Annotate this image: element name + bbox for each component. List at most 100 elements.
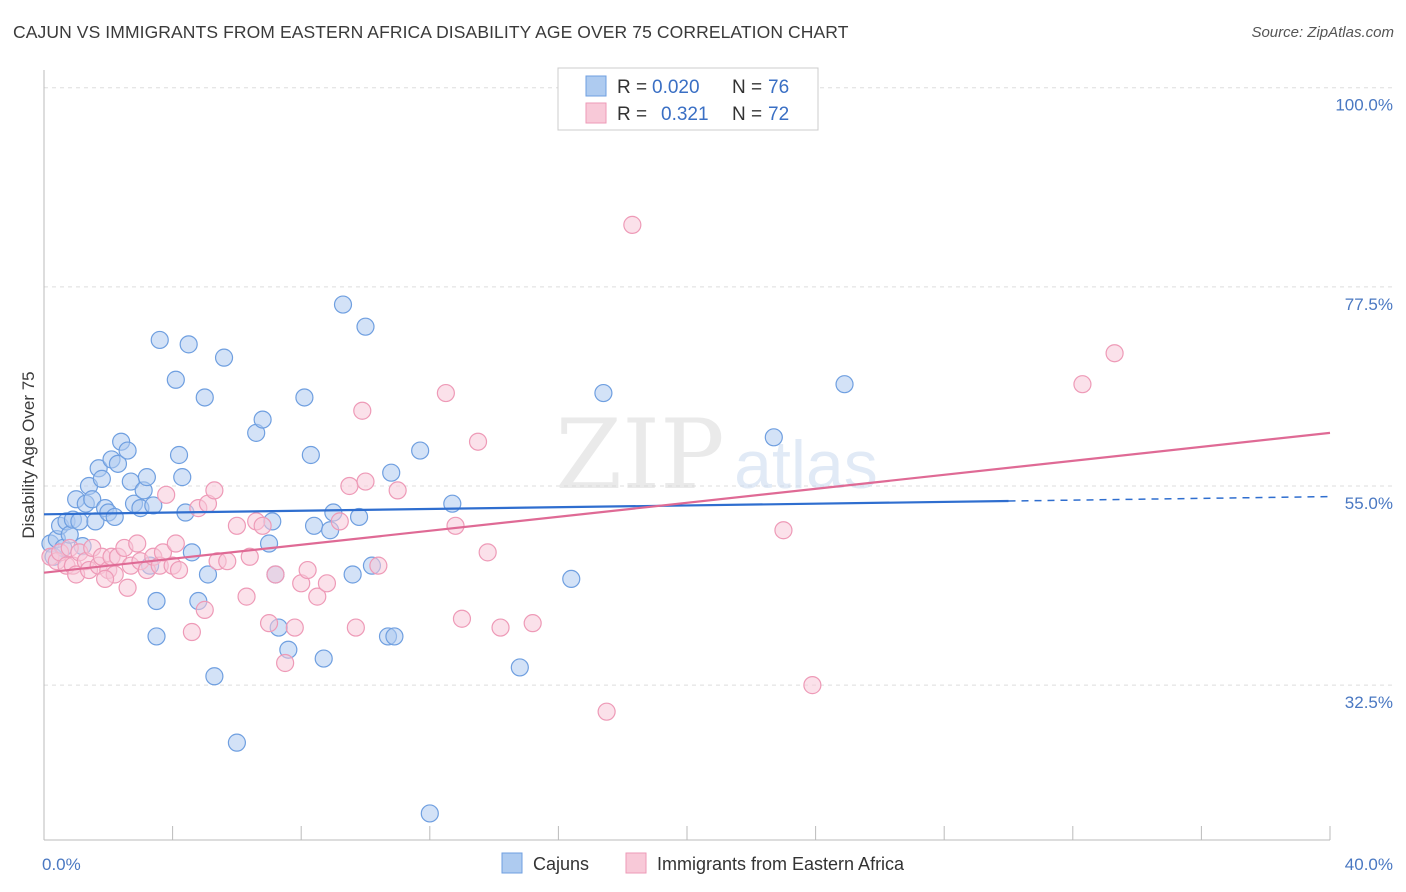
cajun-point-30 bbox=[144, 496, 163, 515]
immigrant-point-29 bbox=[182, 622, 201, 642]
cajun-point-42 bbox=[198, 565, 218, 584]
immigrant-point-45 bbox=[298, 560, 317, 580]
immigrant-point-40 bbox=[259, 614, 279, 633]
y-tick-label-1: 55.0% bbox=[1345, 494, 1393, 513]
stats-legend: R = 0.020 N = 76 R = 0.321 N = 72 bbox=[557, 67, 819, 131]
cajun-point-31 bbox=[147, 591, 166, 611]
axes bbox=[43, 70, 1331, 841]
cajun-point-33 bbox=[150, 330, 169, 350]
immigrant-point-66 bbox=[95, 569, 115, 589]
immigrant-point-31 bbox=[195, 600, 214, 619]
cajun-point-62 bbox=[356, 317, 375, 336]
cajun-point-74 bbox=[835, 375, 854, 394]
chart-title: CAJUN VS IMMIGRANTS FROM EASTERN AFRICA … bbox=[13, 22, 849, 42]
immigrant-point-36 bbox=[227, 516, 246, 535]
y-tick-label-3: 100.0% bbox=[1335, 96, 1393, 115]
cajun-point-67 bbox=[411, 441, 430, 460]
cajun-point-53 bbox=[295, 388, 314, 407]
x-tick-label-1: 40.0% bbox=[1345, 855, 1393, 874]
trend-line-immigrants bbox=[43, 431, 1331, 574]
immigrant-point-48 bbox=[340, 476, 359, 496]
legend-n-value-2: 72 bbox=[768, 104, 789, 125]
immigrant-point-25 bbox=[157, 485, 176, 504]
immigrant-point-52 bbox=[388, 481, 407, 500]
cajun-point-60 bbox=[343, 565, 362, 584]
cajun-point-23 bbox=[118, 441, 137, 460]
y-tick-label-2: 77.5% bbox=[1345, 295, 1393, 314]
cajun-point-71 bbox=[562, 569, 581, 589]
legend-r-value-1: 0.020 bbox=[652, 77, 700, 98]
stats-legend-swatch-immigrants bbox=[585, 102, 607, 124]
legend-label-immigrants: Immigrants from Eastern Africa bbox=[657, 854, 905, 874]
legend-swatch-cajuns bbox=[501, 852, 523, 874]
immigrant-point-43 bbox=[285, 618, 304, 637]
cajun-point-9 bbox=[70, 512, 89, 531]
trend-line-cajuns bbox=[43, 499, 1009, 516]
legend-r-label-1: R = bbox=[617, 77, 647, 98]
immigrant-point-51 bbox=[356, 472, 375, 491]
y-axis-label: Disability Age Over 75 bbox=[19, 371, 38, 538]
immigrant-point-27 bbox=[166, 534, 185, 553]
immigrant-point-64 bbox=[1073, 375, 1092, 394]
cajun-point-72 bbox=[594, 383, 613, 403]
cajun-point-61 bbox=[349, 507, 369, 527]
watermark-zip: ZIP bbox=[555, 399, 724, 511]
immigrant-point-65 bbox=[1105, 344, 1124, 363]
watermark: ZIP atlas bbox=[555, 399, 877, 511]
cajun-point-47 bbox=[253, 410, 272, 429]
cajun-point-36 bbox=[173, 468, 192, 487]
cajun-point-65 bbox=[385, 627, 404, 646]
cajun-point-56 bbox=[314, 649, 333, 668]
immigrant-point-60 bbox=[597, 702, 616, 721]
immigrant-point-69 bbox=[317, 574, 337, 593]
immigrant-point-46 bbox=[308, 587, 327, 606]
trend-line-cajuns-extension bbox=[1008, 495, 1331, 502]
legend-swatch-immigrants bbox=[625, 852, 647, 874]
cajun-point-68 bbox=[420, 804, 439, 823]
cajun-point-35 bbox=[169, 445, 189, 465]
cajun-point-28 bbox=[137, 468, 156, 487]
immigrant-point-55 bbox=[452, 609, 472, 628]
immigrant-point-35 bbox=[218, 552, 237, 571]
legend-r-label-2: R = bbox=[617, 104, 647, 125]
immigrant-point-42 bbox=[276, 653, 295, 673]
immigrant-point-58 bbox=[491, 618, 510, 637]
cajun-point-34 bbox=[166, 370, 185, 389]
legend-n-label-2: N = bbox=[732, 104, 762, 125]
cajun-point-20 bbox=[105, 507, 124, 527]
immigrant-point-67 bbox=[118, 578, 137, 597]
cajun-point-44 bbox=[214, 348, 234, 367]
cajun-point-73 bbox=[764, 428, 783, 447]
cajun-point-66 bbox=[382, 463, 401, 482]
legend-n-label-1: N = bbox=[732, 77, 762, 98]
immigrant-point-61 bbox=[623, 215, 642, 234]
immigrant-point-63 bbox=[803, 676, 822, 695]
cajun-point-13 bbox=[83, 490, 102, 509]
cajun-point-38 bbox=[179, 335, 198, 354]
immigrant-point-19 bbox=[128, 534, 147, 553]
watermark-atlas: atlas bbox=[734, 427, 878, 503]
cajun-point-59 bbox=[333, 295, 353, 314]
immigrant-point-28 bbox=[169, 560, 189, 580]
immigrant-point-59 bbox=[523, 614, 542, 633]
x-tick-labels: 0.0% 40.0% bbox=[42, 855, 1393, 874]
immigrant-point-70 bbox=[369, 556, 388, 575]
cajun-point-54 bbox=[301, 445, 320, 465]
immigrant-point-49 bbox=[346, 618, 365, 637]
cajun-point-21 bbox=[108, 454, 128, 473]
cajun-point-32 bbox=[147, 627, 166, 646]
stats-legend-swatch-cajuns bbox=[585, 75, 607, 97]
immigrant-point-47 bbox=[330, 512, 349, 531]
immigrant-point-56 bbox=[468, 432, 488, 451]
y-tick-label-0: 32.5% bbox=[1345, 693, 1393, 712]
cajun-point-55 bbox=[304, 516, 324, 535]
gridlines bbox=[44, 87, 1392, 686]
immigrant-point-53 bbox=[436, 383, 455, 403]
y-tick-labels: 32.5% 55.0% 77.5% 100.0% bbox=[1335, 96, 1393, 712]
series-legend: Cajuns Immigrants from Eastern Africa bbox=[501, 852, 905, 874]
x-tick-label-0: 0.0% bbox=[42, 855, 81, 874]
immigrant-point-50 bbox=[353, 401, 372, 420]
series-immigrants bbox=[41, 215, 1124, 721]
legend-label-cajuns: Cajuns bbox=[533, 854, 589, 874]
